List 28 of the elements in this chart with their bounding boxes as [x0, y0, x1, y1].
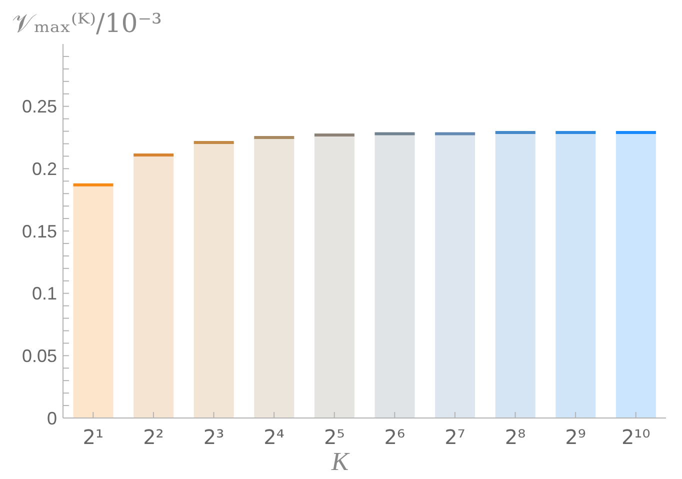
bar: [194, 142, 234, 418]
bar: [254, 138, 294, 418]
x-tick-label: 2¹: [82, 425, 104, 449]
x-tick-label: 2⁵: [324, 425, 345, 449]
y-tick-label: 0.2: [32, 158, 57, 179]
bar: [435, 134, 476, 418]
bar: [374, 134, 415, 418]
y-tick-label: 0.15: [22, 221, 57, 242]
x-tick-label: 2³: [203, 425, 224, 449]
bar: [495, 132, 536, 418]
x-tick-label: 2⁶: [384, 425, 406, 449]
bar: [556, 132, 596, 418]
bar: [134, 154, 174, 418]
x-axis-title: K: [330, 447, 350, 476]
x-tick-label: 2⁸: [504, 425, 526, 449]
bar: [616, 132, 656, 418]
x-tick-label: 2¹⁰: [621, 425, 650, 449]
bar: [314, 135, 354, 418]
y-tick-label: 0.1: [32, 284, 57, 304]
x-tick-label: 2⁴: [264, 425, 284, 449]
y-axis-title: 𝒱ₘₐₓ⁽ᴷ⁾/10⁻³: [12, 9, 162, 39]
x-tick-label: 2⁷: [444, 425, 466, 449]
y-tick-label: 0.05: [22, 346, 57, 366]
y-tick-label: 0.25: [22, 96, 57, 117]
bar: [73, 184, 114, 418]
y-tick-label: 0: [46, 408, 57, 428]
x-tick-label: 2⁹: [565, 425, 586, 449]
x-tick-label: 2²: [143, 425, 164, 449]
